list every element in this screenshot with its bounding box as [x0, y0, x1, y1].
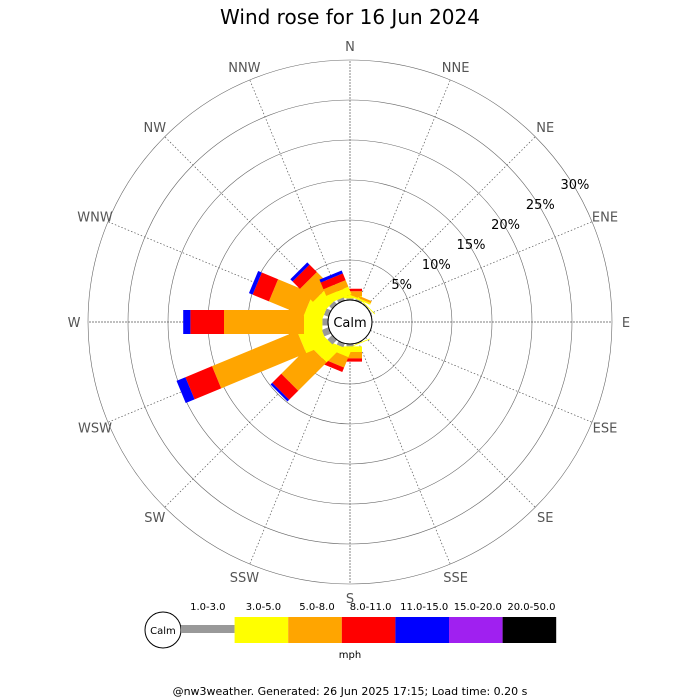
calm-circle: Calm [327, 299, 373, 345]
legend-calm-label: Calm [150, 626, 176, 637]
bar-sw-bin-3 [281, 345, 327, 391]
grid-circle-6 [87, 59, 613, 585]
bar-ne-bin-2 [357, 296, 376, 315]
spoke-ne [365, 136, 536, 307]
footer-text: @nw3weather. Generated: 26 Jun 2025 17:1… [173, 685, 528, 698]
bar-nne-bin-2 [347, 294, 371, 305]
legend-bin-label-2: 3.0-5.0 [246, 602, 281, 613]
legend-swatch-3 [288, 617, 342, 643]
legend-swatch-4 [341, 617, 396, 643]
bar-nnw-bin-4 [320, 273, 346, 290]
bar-wnw-bin-5 [248, 270, 262, 295]
direction-label-wsw: WSW [78, 422, 112, 437]
legend: Calm 1.0-3.0 3.0-5.0 5.0-8.0 8.0-11.0 11.0-1… [144, 602, 557, 661]
bar-wsw-bin-3 [212, 330, 307, 389]
direction-label-e: E [622, 316, 630, 331]
spoke-sse [358, 342, 451, 565]
bar-nnw-bin-1 [337, 297, 345, 304]
direction-label-ese: ESE [593, 422, 618, 437]
percent-label-20: 20% [491, 218, 520, 233]
legend-bin-label-6: 15.0-20.0 [454, 602, 502, 613]
bar-nnw-bin-2 [326, 286, 352, 304]
legend-bin-label-5: 11.0-15.0 [400, 602, 448, 613]
bar-nw-bin-4 [292, 264, 317, 289]
bar-s-bin-1 [346, 344, 354, 347]
direction-label-ene: ENE [592, 210, 618, 225]
legend-swatch-5 [395, 617, 449, 643]
direction-label-se: SE [537, 511, 553, 526]
bar-w-bin-3 [224, 310, 304, 334]
percent-label-25: 25% [526, 198, 555, 213]
legend-swatch-1 [181, 625, 235, 633]
direction-label-sw: SW [144, 511, 165, 526]
percent-label-10: 10% [422, 258, 451, 273]
percent-label-5: 5% [391, 278, 412, 293]
percent-labels: 5% 10% 15% 20% 25% 30% [391, 178, 589, 293]
spoke-nnw [249, 79, 342, 302]
polar-grid [87, 59, 613, 585]
legend-bin-label-1: 1.0-3.0 [190, 602, 225, 613]
bar-nw-bin-1 [329, 301, 337, 309]
bar-wsw-bin-5 [176, 377, 195, 404]
legend-bin-label-4: 8.0-11.0 [350, 602, 392, 613]
percent-label-15: 15% [457, 238, 486, 253]
spoke-nne [358, 79, 451, 302]
bar-nne-bin-1 [355, 298, 363, 304]
spoke-ene [370, 221, 593, 314]
wind-bars [176, 262, 376, 404]
spoke-ssw [249, 342, 342, 565]
bar-ssw-bin-1 [336, 340, 345, 348]
direction-label-nne: NNE [442, 61, 470, 76]
spoke-ese [370, 330, 593, 423]
bar-w-bin-1 [322, 318, 328, 326]
bar-nne-bin-3 [348, 291, 372, 304]
bar-sw-bin-4 [272, 373, 299, 400]
bar-nw-bin-5 [290, 262, 310, 282]
bar-sw-bin-1 [327, 335, 337, 345]
calm-label: Calm [333, 316, 366, 331]
direction-label-ssw: SSW [230, 571, 260, 586]
bar-w-bin-4 [190, 310, 224, 334]
bar-w-bin-5 [183, 310, 191, 334]
legend-swatch-7 [502, 617, 557, 643]
direction-label-ne: NE [536, 121, 554, 136]
direction-label-sse: SSE [443, 571, 468, 586]
bar-nnw-bin-3 [323, 280, 349, 296]
bar-wsw-bin-4 [185, 366, 222, 400]
legend-bin-label-3: 5.0-8.0 [299, 602, 334, 613]
bar-wnw-bin-1 [323, 308, 332, 317]
direction-label-nnw: NNW [228, 61, 260, 76]
direction-label-s: S [346, 592, 354, 607]
legend-swatch-6 [449, 617, 503, 643]
direction-label-n: N [345, 40, 355, 55]
direction-labels: N NNE NE ENE E ESE SE SSE S SSW SW WSW W WNW NW NNW [68, 40, 631, 607]
legend-swatch-2 [234, 617, 289, 643]
percent-label-30: 30% [560, 178, 589, 193]
chart-title: Wind rose for 16 Jun 2024 [220, 5, 480, 29]
direction-label-wnw: WNW [77, 210, 113, 225]
bar-wsw-bin-1 [321, 327, 332, 337]
legend-unit: mph [339, 650, 361, 661]
bar-wnw-bin-4 [252, 272, 279, 302]
bar-wnw-bin-3 [268, 279, 313, 316]
bar-nnw-bin-5 [319, 270, 343, 283]
spoke-se [365, 337, 536, 508]
legend-bin-label-7: 20.0-50.0 [507, 602, 555, 613]
bar-sw-bin-5 [270, 382, 290, 402]
direction-label-nw: NW [144, 121, 167, 136]
direction-label-w: W [68, 316, 81, 331]
